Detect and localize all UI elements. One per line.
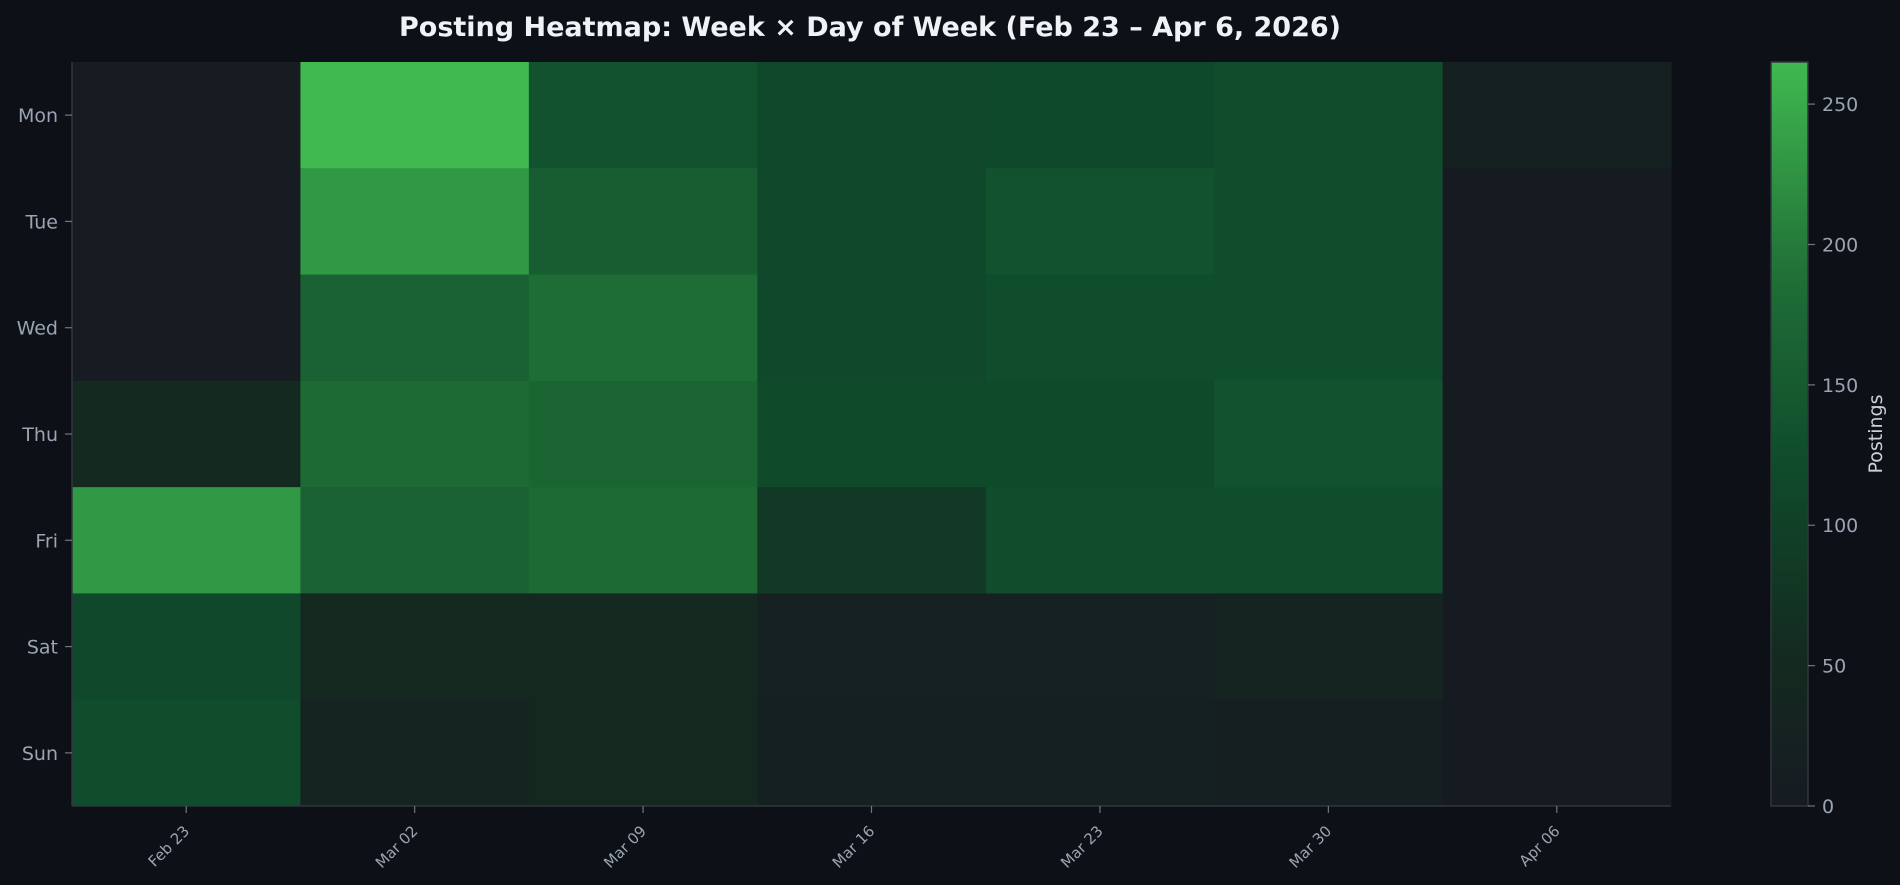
heatmap-cell-mon-0 [72,62,301,169]
colorbar-tick-label: 0 [1822,796,1834,818]
heatmap-cell-sat-6 [1442,593,1672,701]
heatmap-cell-mon-5 [1214,62,1444,169]
heatmap-cell-sun-1 [300,699,530,807]
heatmap-cell-sat-2 [528,593,758,701]
colorbar: 0 50 100 150 200 250 Postings [1770,61,1887,818]
heatmap-cell-sat-0 [72,593,301,701]
x-tick-label: Mar 09 [600,822,650,872]
colorbar-tick-label: 250 [1822,94,1858,116]
heatmap-cell-sun-0 [72,699,301,807]
heatmap-cell-tue-3 [757,168,987,276]
x-tick-label: Feb 23 [145,822,193,870]
heatmap-cell-wed-5 [1214,274,1444,382]
y-tick-label: Sun [22,743,58,765]
heatmap-cell-thu-1 [300,380,530,488]
heatmap-cell-tue-6 [1442,168,1672,276]
heatmap-cell-tue-4 [985,168,1215,276]
heatmap-cell-tue-0 [72,168,301,276]
colorbar-gradient [1770,61,1809,807]
heatmap-cell-sun-6 [1442,699,1672,807]
heatmap-cell-mon-4 [985,62,1215,169]
colorbar-tick-label: 100 [1822,515,1858,537]
y-tick-label: Thu [21,424,58,446]
heatmap-cell-fri-1 [300,487,530,594]
heatmap-cell-mon-6 [1442,62,1672,169]
heatmap-cell-mon-2 [528,62,758,169]
colorbar-label: Postings [1865,394,1887,473]
heatmap-cell-fri-2 [528,487,758,594]
heatmap-cell-wed-1 [300,274,530,382]
y-tick-label: Mon [18,105,58,127]
heatmap-cell-sat-4 [985,593,1215,701]
heatmap-cell-sun-3 [757,699,987,807]
heatmap-cell-tue-1 [300,168,530,276]
x-tick-label: Mar 02 [372,822,422,872]
heatmap-cell-mon-1 [300,62,530,169]
chart-title: Posting Heatmap: Week × Day of Week (Feb… [399,12,1341,43]
heatmap-cell-sat-5 [1214,593,1444,701]
heatmap-cell-mon-3 [757,62,987,169]
heatmap-cell-thu-0 [72,380,301,488]
heatmap-cell-fri-4 [985,487,1215,594]
heatmap-cell-fri-6 [1442,487,1672,594]
heatmap-cell-thu-3 [757,380,987,488]
colorbar-tick-label: 150 [1822,375,1858,397]
heatmap-cell-wed-3 [757,274,987,382]
heatmap-cell-fri-5 [1214,487,1444,594]
heatmap-cell-thu-4 [985,380,1215,488]
heatmap-cell-wed-6 [1442,274,1672,382]
heatmap-cell-fri-0 [72,487,301,594]
heatmap-cell-thu-2 [528,380,758,488]
y-tick-label: Tue [25,211,58,233]
y-tick-label: Sat [27,637,58,659]
x-tick-label: Mar 16 [829,822,879,872]
y-axis: Mon Tue Wed Thu Fri Sat Sun [17,105,72,765]
heatmap-cell-tue-5 [1214,168,1444,276]
colorbar-tick-label: 200 [1822,234,1858,256]
heatmap-cell-wed-4 [985,274,1215,382]
colorbar-ticks: 0 50 100 150 200 250 [1808,94,1858,818]
x-tick-label: Apr 06 [1516,822,1564,870]
colorbar-tick-label: 50 [1822,656,1846,678]
heatmap-cell-thu-6 [1442,380,1672,488]
heatmap-cell-sun-4 [985,699,1215,807]
heatmap-cell-thu-5 [1214,380,1444,488]
heatmap-cell-fri-3 [757,487,987,594]
heatmap-cell-wed-2 [528,274,758,382]
heatmap-cell-sat-3 [757,593,987,701]
heatmap-cell-wed-0 [72,274,301,382]
heatmap-cell-sun-2 [528,699,758,807]
y-tick-label: Wed [17,318,58,340]
x-axis: Feb 23 Mar 02 Mar 09 Mar 16 Mar 23 Mar 30 Apr … [145,806,1564,872]
x-tick-label: Mar 23 [1057,822,1107,872]
x-tick-label: Mar 30 [1286,822,1336,872]
heatmap-cell-sat-1 [300,593,530,701]
y-tick-label: Fri [35,530,58,552]
heatmap-cell-sun-5 [1214,699,1444,807]
heatmap-cell-tue-2 [528,168,758,276]
heatmap-cells [72,62,1672,807]
